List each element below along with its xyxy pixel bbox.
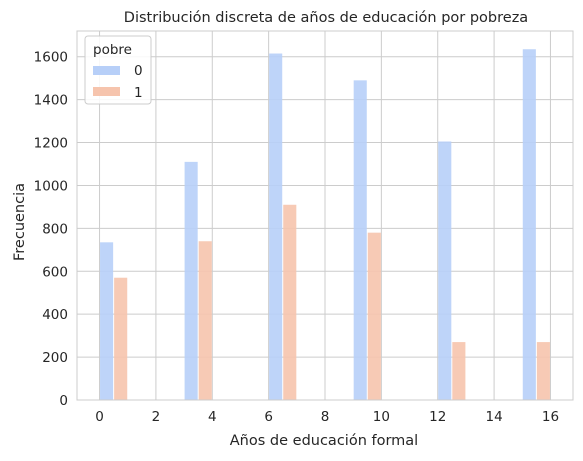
- bar-series-0: [438, 141, 452, 400]
- bar-series-0: [100, 242, 114, 400]
- legend-swatch-series-0: [93, 66, 120, 75]
- bar-series-0: [184, 161, 198, 400]
- bar-series-0: [269, 53, 283, 401]
- legend-label-series-0: 0: [134, 63, 143, 79]
- y-tick-label: 600: [42, 264, 68, 280]
- bar-series-1: [367, 232, 381, 400]
- x-tick-label: 0: [95, 409, 104, 425]
- bar-series-1: [198, 241, 212, 400]
- bar-series-1: [283, 204, 297, 400]
- bar-series-1: [114, 277, 128, 400]
- bar-series-1: [536, 342, 550, 400]
- y-tick-label: 1000: [34, 178, 68, 194]
- grid-layer: [77, 31, 573, 401]
- plot-frame: [76, 30, 574, 401]
- x-tick-label: 8: [321, 409, 330, 425]
- y-tick-label: 1400: [34, 93, 68, 109]
- x-tick-label: 6: [264, 409, 273, 425]
- bar-series-0: [353, 80, 367, 401]
- x-tick-label: 16: [542, 409, 559, 425]
- legend-title: pobre: [93, 42, 132, 58]
- x-tick-label: 4: [208, 409, 217, 425]
- y-tick-label: 1200: [34, 136, 68, 152]
- x-tick-label: 14: [485, 409, 502, 425]
- bars-layer: [100, 49, 550, 401]
- y-tick-label: 200: [42, 350, 68, 366]
- legend: pobre 0 1: [84, 35, 152, 105]
- y-tick-label: 400: [42, 307, 68, 323]
- x-tick-label: 12: [429, 409, 446, 425]
- y-axis-label: Frecuencia: [12, 183, 28, 261]
- x-tick-label: 2: [152, 409, 161, 425]
- y-tick-label: 800: [42, 221, 68, 237]
- legend-label-series-1: 1: [134, 85, 143, 101]
- bar-series-1: [452, 342, 466, 400]
- legend-swatch-series-1: [93, 87, 120, 96]
- x-axis-label: Años de educación formal: [230, 433, 418, 449]
- y-tick-label: 1600: [34, 50, 68, 66]
- x-tick-label: 10: [373, 409, 390, 425]
- y-tick-label: 0: [59, 393, 68, 409]
- bar-series-0: [522, 49, 536, 400]
- chart-title: Distribución discreta de años de educaci…: [124, 10, 528, 26]
